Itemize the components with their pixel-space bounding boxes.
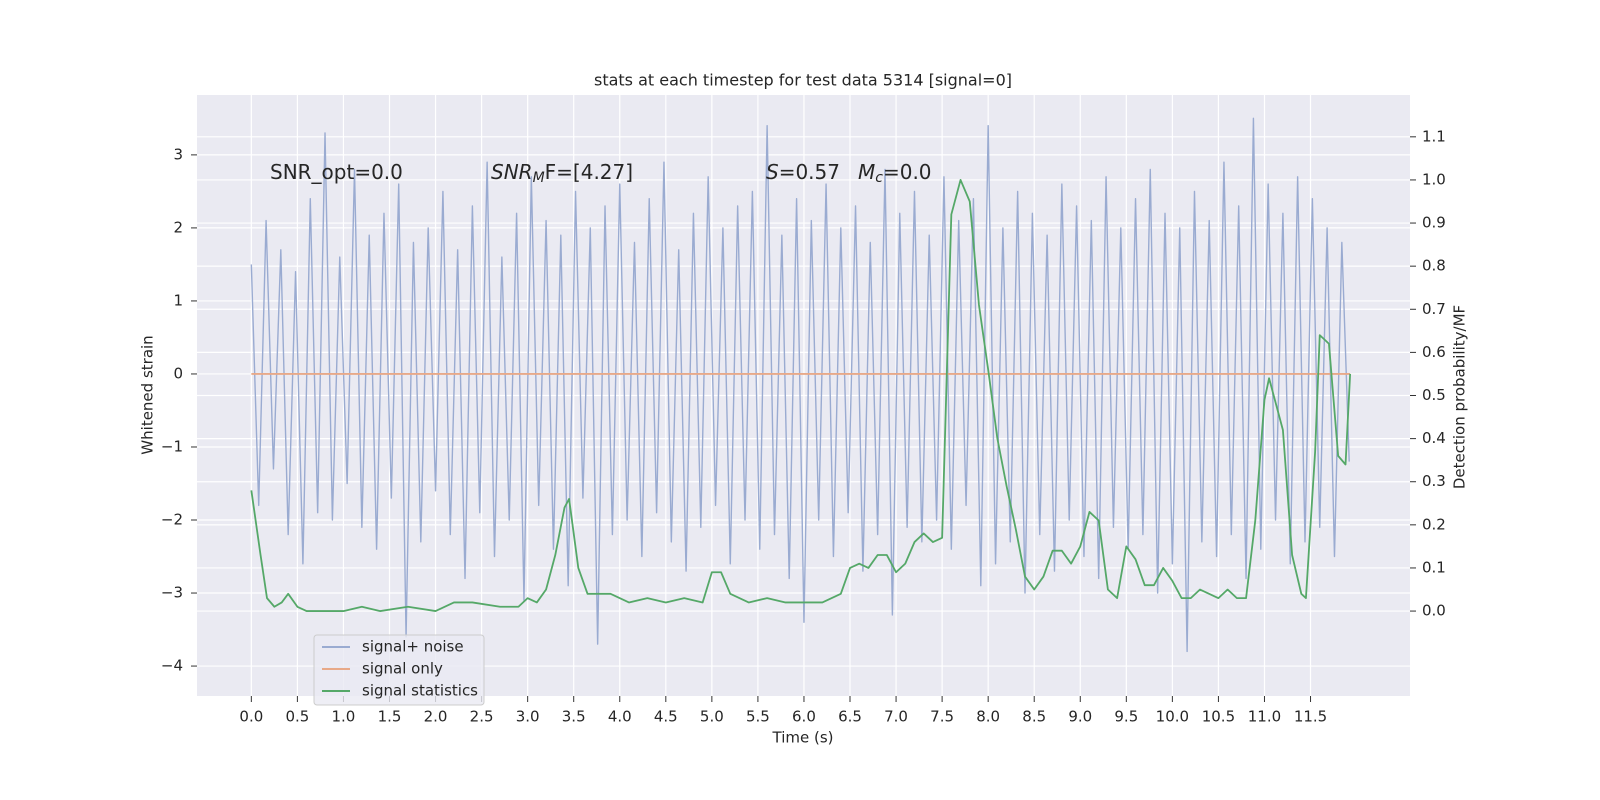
series-line (250, 117, 1350, 653)
x-tick-label: 5.5 (746, 708, 770, 726)
y-tick-label: −1 (161, 437, 183, 455)
y2-tick-label: 1.0 (1422, 170, 1446, 188)
y2-tick-label: 0.5 (1422, 386, 1446, 404)
y-tick-label: −4 (161, 657, 183, 675)
annotation-part: =0.0 (883, 160, 932, 184)
x-tick-label: 5.0 (700, 708, 724, 726)
x-tick-label: 0.0 (239, 708, 263, 726)
x-tick-label: 7.5 (930, 708, 954, 726)
x-tick-label: 1.0 (332, 708, 356, 726)
annotation-part: S (766, 160, 779, 184)
y2-tick-label: 0.3 (1422, 472, 1446, 490)
y-tick-label: 3 (173, 145, 183, 163)
legend-box (313, 634, 485, 706)
annotation: S=0.57 (766, 160, 840, 184)
x-tick-label: 10.0 (1156, 708, 1189, 726)
labels: 0.0 0.5 1.0 1.5 2.0 2.5 3.0 3.5 4.0 4.5 5.0 5.5 6.0 6… (161, 127, 1446, 725)
x-tick-label: 3.0 (516, 708, 540, 726)
annotation-part: c (875, 170, 883, 186)
x-tick-label: 2.5 (470, 708, 494, 726)
y-tick-label: −3 (161, 584, 183, 602)
x-tick-label: 2.0 (424, 708, 448, 726)
annotation-part: SNR (491, 160, 533, 184)
x-tick-label: 6.0 (792, 708, 816, 726)
x-tick-label: 0.5 (285, 708, 309, 726)
legend: signal+ noise signal only signal statistic… (313, 634, 485, 706)
y2-tick-label: 0.7 (1422, 300, 1446, 318)
annotation-part: M (858, 160, 875, 184)
y2-tick-label: 0.4 (1422, 429, 1446, 447)
x-tick-label: 8.5 (1022, 708, 1046, 726)
legend-label: signal+ noise (362, 638, 464, 656)
marks (250, 117, 1352, 653)
annotation: SNR_opt=0.0 (270, 160, 403, 184)
annotation: Mc=0.0 (858, 160, 932, 187)
x-tick-label: 7.0 (884, 708, 908, 726)
x-tick-label: 11.5 (1294, 708, 1327, 726)
x-tick-label: 3.5 (562, 708, 586, 726)
legend-label: signal only (362, 660, 443, 678)
x-tick-label: 4.5 (654, 708, 678, 726)
chart-title: stats at each timestep for test data 531… (594, 71, 1012, 90)
y-tick-label: 1 (173, 291, 183, 309)
y2-tick-label: 0.9 (1422, 214, 1446, 232)
y2-axis-label: Detection probability/MF (1451, 305, 1469, 489)
x-tick-label: 6.5 (838, 708, 862, 726)
annotation: SNRMF=[4.27] (491, 160, 633, 187)
y2-tick-label: 0.1 (1422, 558, 1446, 576)
annotation-part: F=[4.27] (545, 160, 633, 184)
y-tick-label: 2 (173, 218, 183, 236)
y-tick-label: −2 (161, 511, 183, 529)
x-tick-label: 11.0 (1248, 708, 1281, 726)
x-tick-label: 10.5 (1202, 708, 1235, 726)
series-line (250, 179, 1352, 612)
y2-tick-label: 0.6 (1422, 343, 1446, 361)
y-axis-label: Whitened strain (139, 335, 157, 454)
annotation-part: SNR_opt=0.0 (270, 160, 403, 184)
y-tick-label: 0 (173, 364, 183, 382)
x-tick-label: 9.0 (1068, 708, 1092, 726)
x-tick-label: 4.0 (608, 708, 632, 726)
x-tick-label: 1.5 (378, 708, 402, 726)
y2-tick-label: 0.8 (1422, 257, 1446, 275)
annotation-part: =0.57 (779, 160, 840, 184)
y2-tick-label: 1.1 (1422, 127, 1446, 145)
x-tick-label: 9.5 (1114, 708, 1138, 726)
x-tick-label: 8.0 (976, 708, 1000, 726)
y2-tick-label: 0.0 (1422, 602, 1446, 620)
x-axis-label: Time (s) (772, 729, 834, 747)
y2-tick-label: 0.2 (1422, 515, 1446, 533)
annotation-part: M (533, 170, 545, 186)
legend-label: signal statistics (362, 682, 478, 700)
